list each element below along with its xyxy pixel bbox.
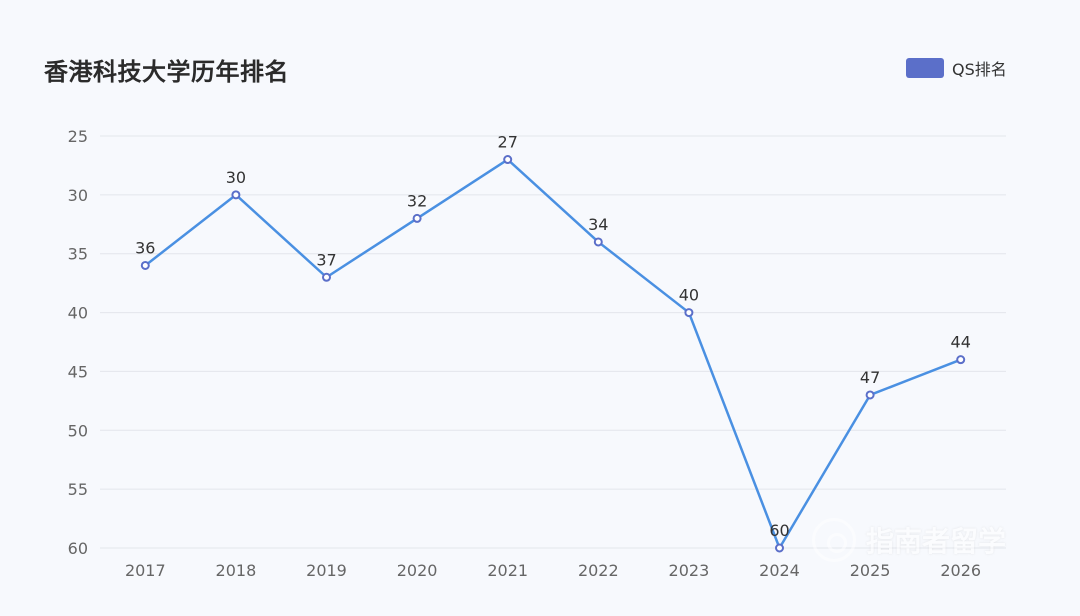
chart-title: 香港科技大学历年排名	[44, 58, 289, 86]
data-labels: 36 30 37 32 27 34 40 60 47 44	[135, 133, 971, 540]
x-tick-label-2026: 2026	[940, 561, 981, 580]
y-tick-label-60: 60	[68, 539, 88, 558]
data-point-2019	[322, 272, 331, 282]
x-tick-label-2025: 2025	[850, 561, 891, 580]
data-label-2019: 37	[316, 250, 336, 269]
y-tick-label-45: 45	[68, 362, 88, 381]
x-tick-label-2019: 2019	[306, 561, 347, 580]
data-points	[140, 155, 966, 553]
x-axis-ticks: 2017 2018 2019 2020 2021 2022 2023 2024 2025 2026	[125, 561, 981, 580]
legend-swatch	[906, 58, 944, 78]
data-point-2026	[956, 355, 966, 365]
series-line-0	[144, 158, 962, 550]
y-tick-label-55: 55	[68, 480, 88, 499]
data-label-2026: 44	[951, 333, 971, 352]
data-point-2021	[503, 155, 513, 165]
x-tick-label-2018: 2018	[216, 561, 257, 580]
chart-legend[interactable]: QS排名	[906, 56, 1007, 80]
x-tick-label-2024: 2024	[759, 561, 800, 580]
x-tick-label-2021: 2021	[487, 561, 528, 580]
data-point-2023	[684, 308, 694, 318]
compass-ring-icon	[812, 518, 856, 562]
y-tick-label-50: 50	[68, 421, 88, 440]
data-point-2022	[593, 237, 603, 247]
y-tick-label-25: 25	[68, 127, 88, 146]
x-tick-label-2020: 2020	[397, 561, 438, 580]
data-label-2017: 36	[135, 238, 155, 257]
data-label-2022: 34	[588, 215, 608, 234]
data-label-2024: 60	[769, 521, 789, 540]
data-label-2025: 47	[860, 368, 880, 387]
data-point-2017	[140, 260, 150, 270]
data-point-2018	[231, 190, 241, 200]
watermark-text: 指南者留学	[866, 525, 1007, 558]
data-point-2025	[865, 390, 875, 400]
legend-label: QS排名	[952, 60, 1007, 79]
y-tick-label-30: 30	[68, 186, 88, 205]
y-tick-label-40: 40	[68, 304, 88, 323]
data-label-2023: 40	[679, 286, 699, 305]
data-label-2020: 32	[407, 191, 427, 210]
data-label-2018: 30	[226, 168, 246, 187]
x-tick-label-2017: 2017	[125, 561, 166, 580]
x-tick-label-2022: 2022	[578, 561, 619, 580]
x-tick-label-2023: 2023	[669, 561, 710, 580]
data-point-2024	[775, 543, 784, 553]
data-label-2021: 27	[498, 133, 518, 152]
y-axis-ticks: 25 30 35 40 45 50 55 60	[68, 127, 88, 558]
y-tick-label-35: 35	[68, 245, 88, 264]
series-line-layer	[144, 158, 962, 550]
watermark: 指南者留学	[812, 518, 1006, 562]
grid-layer	[100, 135, 1006, 549]
data-point-2020	[412, 213, 422, 223]
